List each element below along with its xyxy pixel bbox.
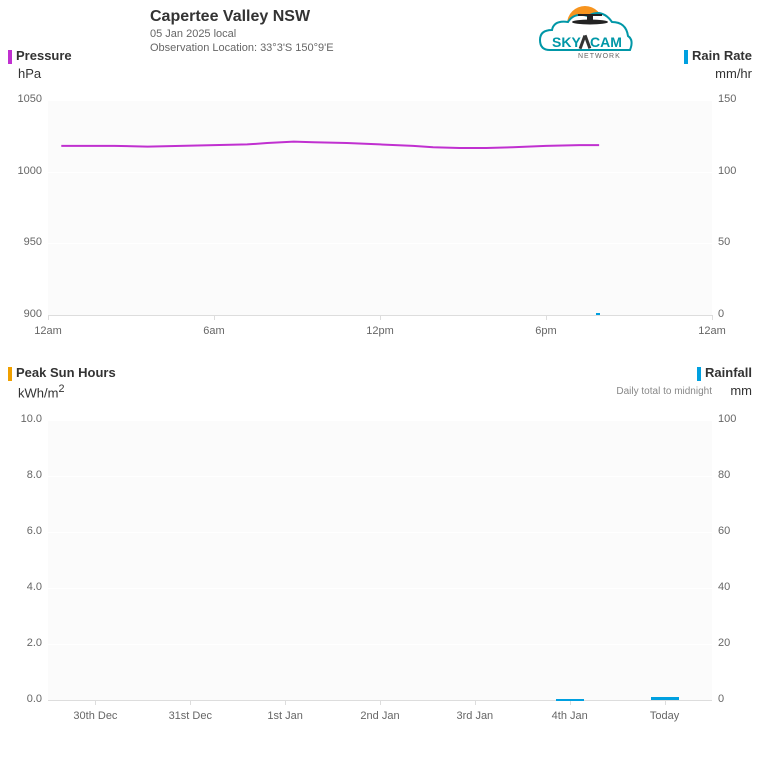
rainrate-label: Rain Rate: [692, 48, 752, 63]
xtick: 1st Jan: [245, 710, 325, 722]
c1-left-unit: hPa: [18, 66, 41, 81]
c2-left-unit: kWh/m2: [18, 383, 64, 400]
ytick-right: 40: [718, 581, 758, 593]
pressure-marker: [8, 50, 12, 64]
rainfall-bar: [651, 697, 679, 700]
rainrate-marker: [684, 50, 688, 64]
ytick-right: 0: [718, 693, 758, 705]
xtick: 6pm: [506, 325, 586, 337]
rainfall-bar: [556, 699, 584, 701]
ytick-right: 100: [718, 165, 758, 177]
ytick-left: 2.0: [2, 637, 42, 649]
rainfall-marker: [697, 367, 701, 381]
chart-header: Capertee Valley NSW 05 Jan 2025 local Ob…: [150, 8, 334, 54]
c2-right-unit: mm: [730, 383, 752, 398]
ytick-right: 100: [718, 413, 758, 425]
xtick: 4th Jan: [530, 710, 610, 722]
daily-total-note: Daily total to midnight: [616, 386, 712, 397]
svg-text:NETWORK: NETWORK: [578, 53, 621, 60]
c1-right-unit: mm/hr: [715, 66, 752, 81]
c2-left-legend: Peak Sun Hours: [8, 365, 116, 381]
xtick: 30th Dec: [55, 710, 135, 722]
svg-text:CAM: CAM: [590, 34, 622, 50]
ytick-left: 4.0: [2, 581, 42, 593]
date-line: 05 Jan 2025 local: [150, 28, 334, 40]
pressure-label: Pressure: [16, 48, 72, 63]
sunhours-label: Peak Sun Hours: [16, 365, 116, 380]
ytick-left: 0.0: [2, 693, 42, 705]
ytick-left: 1050: [2, 93, 42, 105]
xtick: 31st Dec: [150, 710, 230, 722]
ytick-left: 900: [2, 308, 42, 320]
ytick-right: 50: [718, 236, 758, 248]
location-title: Capertee Valley NSW: [150, 8, 334, 26]
xtick: 2nd Jan: [340, 710, 420, 722]
ytick-right: 60: [718, 525, 758, 537]
svg-text:SKY: SKY: [552, 34, 581, 50]
location-line: Observation Location: 33°3'S 150°9'E: [150, 42, 334, 54]
ytick-left: 1000: [2, 165, 42, 177]
sunhours-rainfall-chart: 0.02.04.06.08.010.002040608010030th Dec3…: [48, 420, 712, 700]
pressure-line: [61, 142, 599, 148]
rain-rate-bar: [596, 313, 600, 315]
xtick: 12am: [672, 325, 752, 337]
pressure-rain-chart: 9009501000105005010015012am6am12pm6pm12a…: [48, 100, 712, 315]
c1-left-legend: Pressure: [8, 48, 72, 64]
skycam-logo: SKY CAM NETWORK: [530, 2, 640, 77]
ytick-right: 0: [718, 308, 758, 320]
ytick-right: 150: [718, 93, 758, 105]
ytick-left: 8.0: [2, 469, 42, 481]
ytick-left: 10.0: [2, 413, 42, 425]
ytick-right: 20: [718, 637, 758, 649]
xtick: 12pm: [340, 325, 420, 337]
xtick: 3rd Jan: [435, 710, 515, 722]
c2-right-legend: Rainfall: [697, 365, 752, 381]
ytick-right: 80: [718, 469, 758, 481]
sunhours-marker: [8, 367, 12, 381]
ytick-left: 950: [2, 236, 42, 248]
xtick: 12am: [8, 325, 88, 337]
ytick-left: 6.0: [2, 525, 42, 537]
rainfall-label: Rainfall: [705, 365, 752, 380]
xtick: 6am: [174, 325, 254, 337]
c1-right-legend: Rain Rate: [684, 48, 752, 64]
xtick: Today: [625, 710, 705, 722]
